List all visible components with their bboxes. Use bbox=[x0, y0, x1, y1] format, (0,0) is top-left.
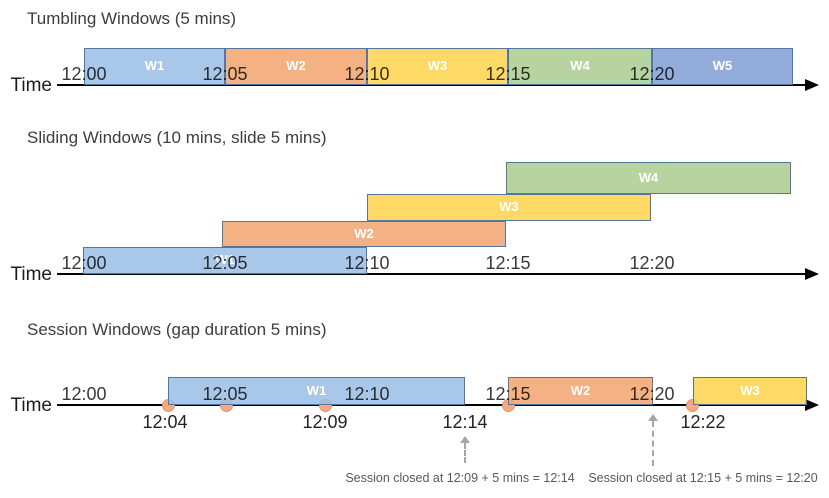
window-box-w1: W1 bbox=[83, 247, 367, 274]
axis-tick-label: 12:00 bbox=[61, 384, 107, 404]
axis-tick-label: 12:15 bbox=[485, 384, 531, 404]
time-axis-label: Time bbox=[10, 75, 52, 96]
section-title: Tumbling Windows (5 mins) bbox=[27, 9, 237, 28]
time-axis-line bbox=[57, 404, 806, 406]
axis-tick-label: 12:15 bbox=[485, 64, 531, 84]
event-time-label: 12:09 bbox=[302, 412, 348, 432]
window-label: W2 bbox=[286, 58, 306, 73]
window-box-w4: W4 bbox=[508, 48, 652, 85]
window-box-w3: W3 bbox=[693, 377, 807, 405]
axis-tick-label: 12:00 bbox=[61, 253, 107, 273]
window-label: W3 bbox=[427, 58, 448, 73]
event-time-label: 12:04 bbox=[142, 412, 188, 432]
arrow-shaft bbox=[464, 443, 466, 463]
axis-tick-label: 12:10 bbox=[344, 253, 390, 273]
window-label: W2 bbox=[354, 226, 374, 241]
session-closed-annotation: Session closed at 12:09 + 5 mins = 12:14 bbox=[345, 471, 575, 485]
axis-tick-label: 12:10 bbox=[344, 64, 390, 84]
window-label: W1 bbox=[215, 252, 235, 267]
axis-tick-label: 12:15 bbox=[485, 253, 531, 273]
event-time-label: 12:14 bbox=[442, 412, 488, 432]
window-box-w2: W2 bbox=[222, 221, 506, 247]
axis-arrowhead-icon bbox=[805, 79, 819, 91]
axis-tick-label: 12:05 bbox=[202, 64, 248, 84]
window-label: W3 bbox=[499, 199, 519, 214]
window-box-w3: W3 bbox=[367, 194, 651, 221]
window-label: W2 bbox=[570, 383, 591, 398]
time-axis-line bbox=[57, 84, 806, 86]
arrow-head-icon bbox=[460, 436, 470, 443]
axis-tick-label: 12:05 bbox=[202, 253, 248, 273]
axis-tick-label: 12:20 bbox=[629, 384, 675, 404]
axis-tick-label: 12:00 bbox=[61, 64, 107, 84]
time-axis-label: Time bbox=[10, 395, 52, 416]
axis-arrowhead-icon bbox=[805, 268, 819, 280]
callout-arrow-icon bbox=[460, 436, 470, 464]
arrow-head-icon bbox=[648, 414, 658, 421]
window-label: W1 bbox=[144, 58, 165, 73]
window-box-w4: W4 bbox=[506, 162, 791, 194]
axis-tick-label: 12:20 bbox=[629, 64, 675, 84]
axis-tick-label: 12:10 bbox=[344, 384, 390, 404]
session-closed-annotation: Session closed at 12:15 + 5 mins = 12:20 bbox=[588, 471, 818, 485]
window-box-w1: W1 bbox=[168, 377, 465, 405]
window-label: W4 bbox=[570, 58, 590, 73]
event-time-label: 12:22 bbox=[680, 412, 726, 432]
window-label: W5 bbox=[712, 58, 733, 73]
callout-arrow-icon bbox=[648, 414, 658, 467]
axis-tick-label: 12:05 bbox=[202, 384, 248, 404]
window-label: W3 bbox=[740, 383, 760, 398]
section-title: Sliding Windows (10 mins, slide 5 mins) bbox=[27, 128, 327, 147]
time-axis-label: Time bbox=[10, 264, 52, 285]
axis-arrowhead-icon bbox=[805, 399, 819, 411]
section-title: Session Windows (gap duration 5 mins) bbox=[27, 320, 327, 339]
arrow-shaft bbox=[652, 421, 654, 466]
axis-tick-label: 12:20 bbox=[629, 253, 675, 273]
window-label: W4 bbox=[638, 170, 659, 185]
window-label: W1 bbox=[306, 383, 327, 398]
window-box-w1: W1 bbox=[84, 48, 225, 85]
window-box-w2: W2 bbox=[508, 377, 653, 405]
window-box-w3: W3 bbox=[367, 48, 508, 85]
window-box-w5: W5 bbox=[652, 48, 793, 85]
window-box-w2: W2 bbox=[225, 48, 367, 85]
time-axis-line bbox=[57, 273, 806, 275]
